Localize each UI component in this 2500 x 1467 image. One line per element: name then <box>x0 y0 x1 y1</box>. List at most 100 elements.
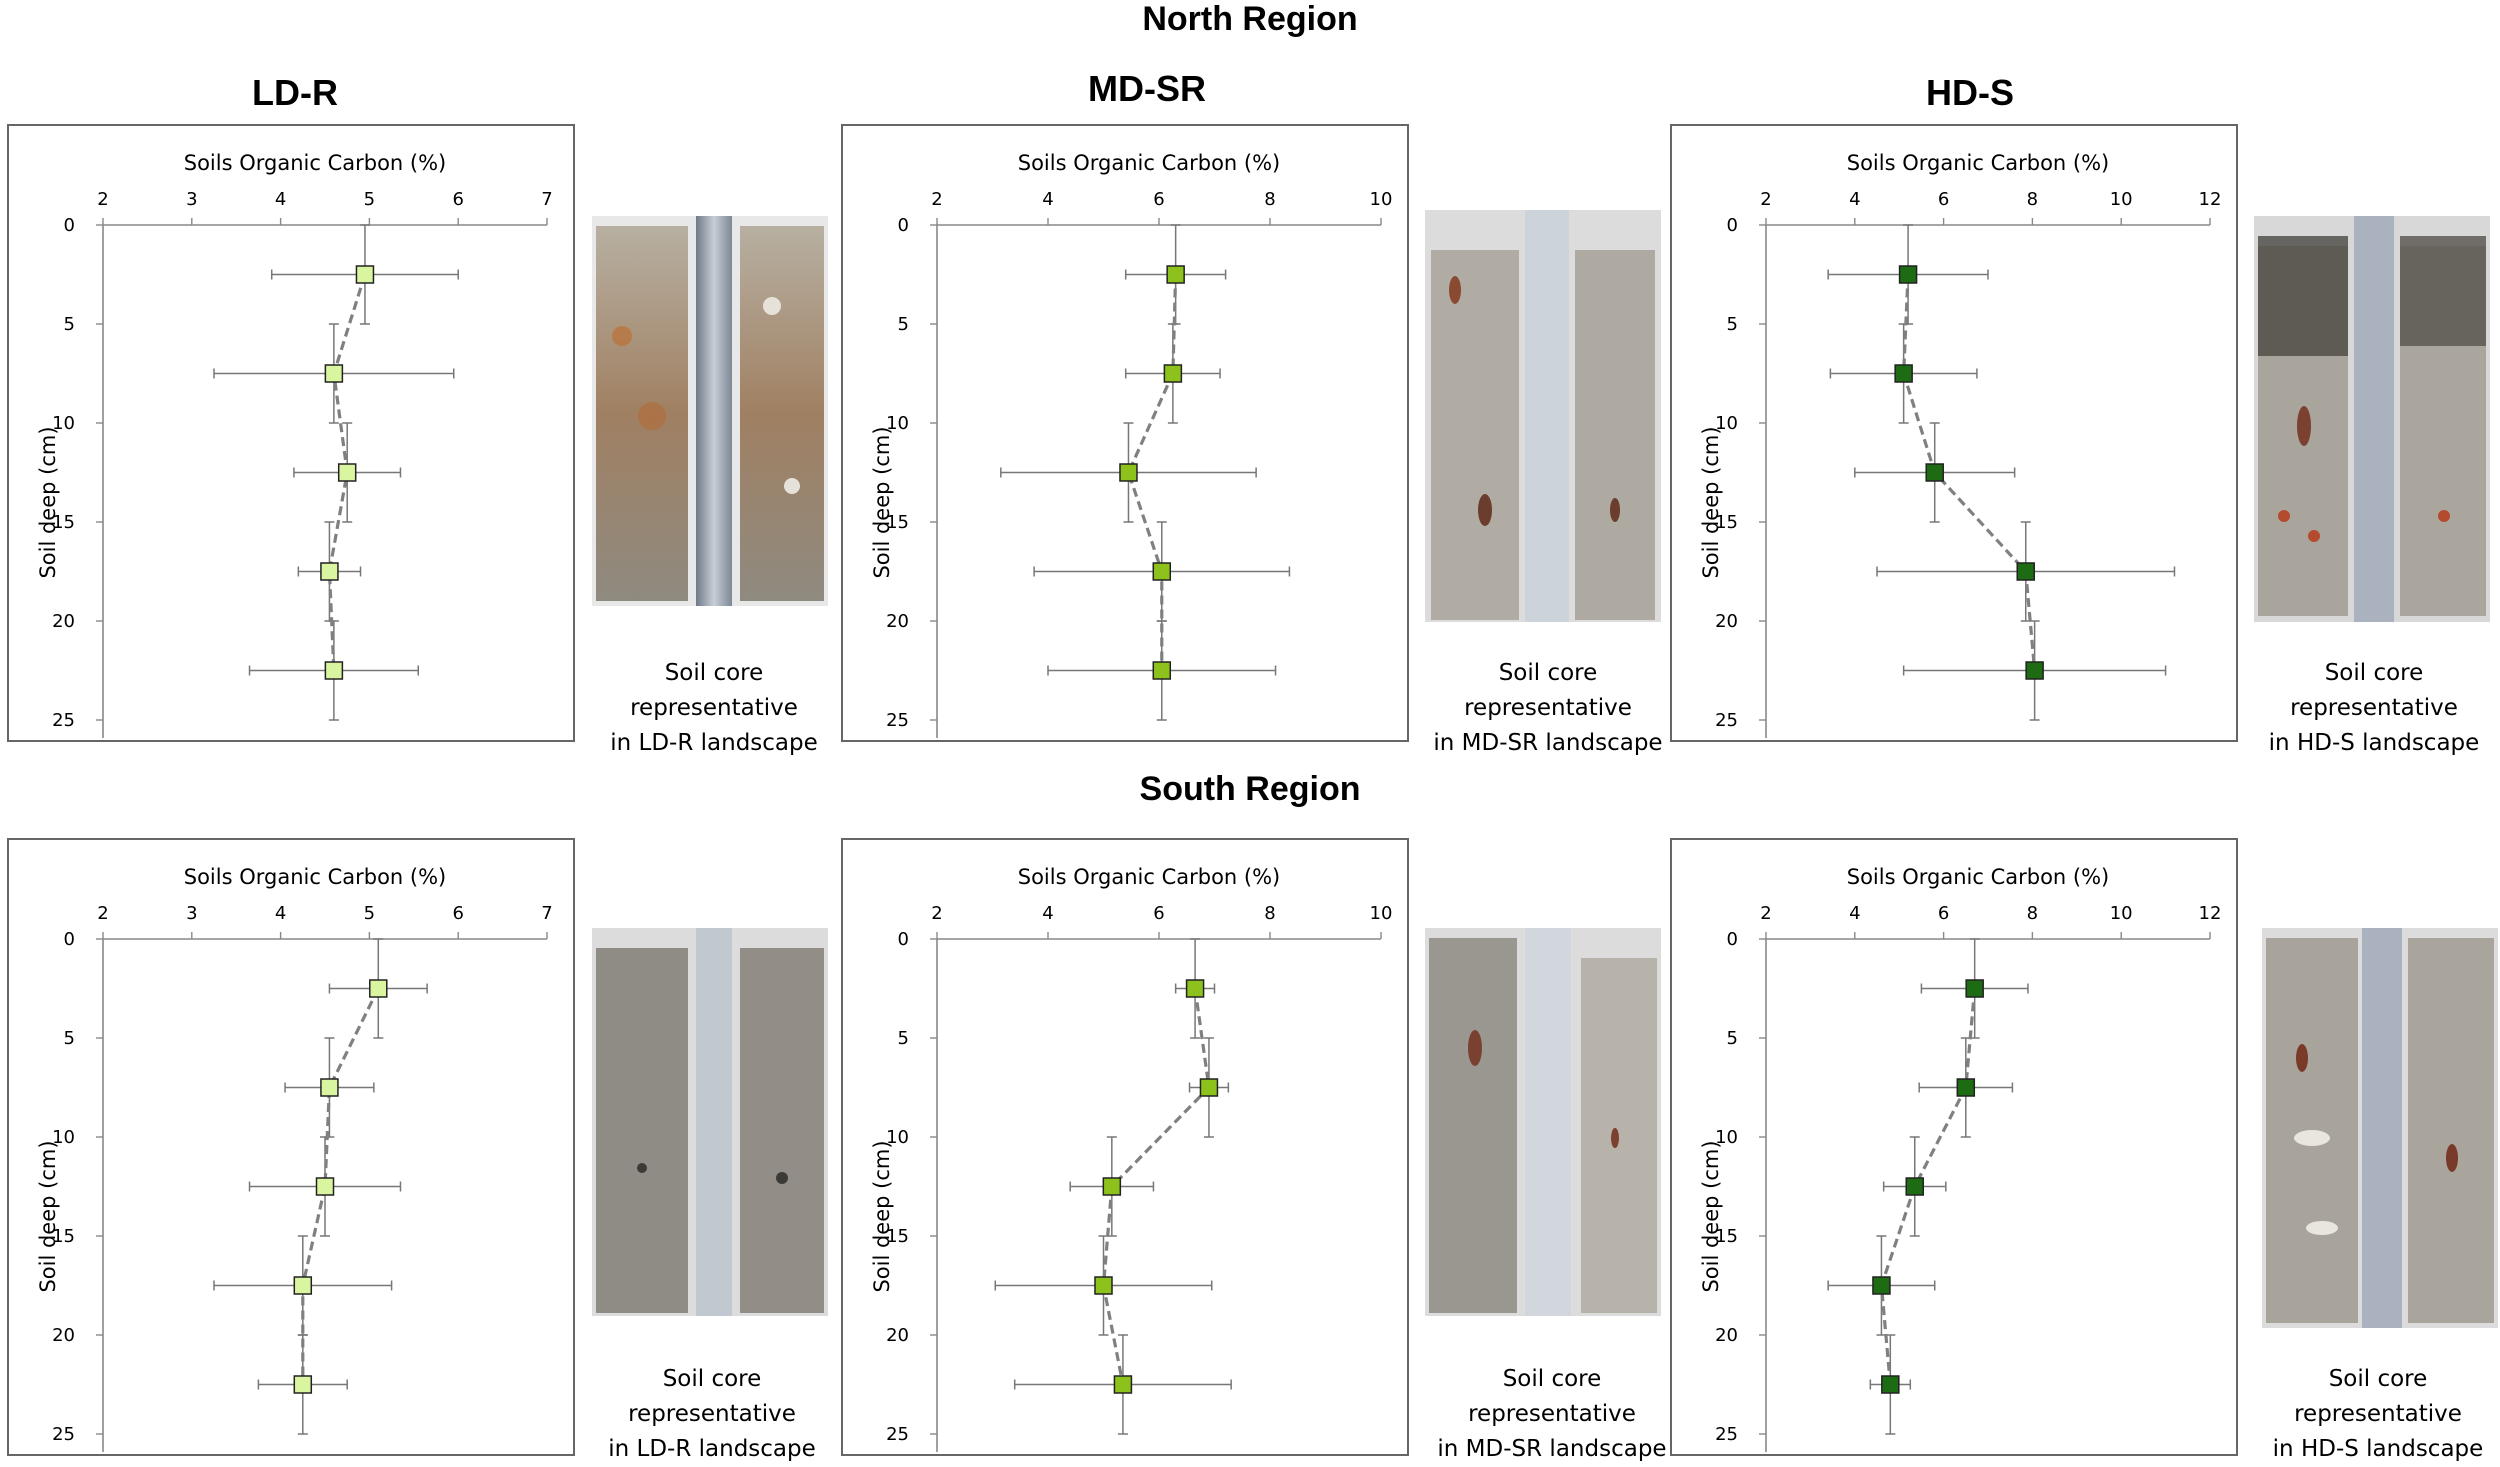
north-md-sr-x-tick-label: 4 <box>1042 189 1053 210</box>
north-ld-r-x-tick-label: 5 <box>364 189 375 210</box>
south-ld-r-data-point <box>320 1078 339 1097</box>
caption-south-ld-r: Soil core representative in LD-R landsca… <box>608 1366 816 1462</box>
caption-south-md-sr: Soil core representative in MD-SR landsc… <box>1437 1366 1667 1462</box>
north-region-title: North Region <box>1142 0 1358 38</box>
south-ld-r-x-tick-label: 7 <box>541 903 552 924</box>
north-md-sr-series-line <box>1126 274 1178 671</box>
south-hd-s-data-point <box>1872 1276 1891 1295</box>
caption-north-ld-r: Soil core representative in LD-R landsca… <box>610 660 818 756</box>
north-ld-r-y-tick-label: 0 <box>64 215 75 236</box>
north-hd-s-x-tick-label: 8 <box>2027 189 2038 210</box>
chart-north-md-sr: Soils Organic Carbon (%) Soil deep (cm) 2 4… <box>841 124 1409 742</box>
north-md-sr-data-point <box>1152 562 1172 581</box>
south-ld-r-x-tick-label: 2 <box>97 903 108 924</box>
south-ld-r-y-tick-label: 15 <box>52 1226 75 1247</box>
north-ld-r-data-point <box>320 562 339 581</box>
north-hd-s-y-tick-label: 15 <box>1715 512 1738 533</box>
north-hd-s-data-point <box>2025 661 2044 680</box>
south-hd-s-y-axis-label: Soil deep (cm) <box>1699 1140 1723 1292</box>
north-hd-s-data-point <box>1894 364 1913 383</box>
north-ld-r-y-tick-label: 20 <box>52 611 75 632</box>
north-hd-s-y-axis-label: Soil deep (cm) <box>1699 426 1723 578</box>
chart-svg-north-hd-s: Soils Organic Carbon (%) Soil deep (cm) 2 4… <box>1699 151 2222 738</box>
caption-south-hd-s: Soil core representative in HD-S landsca… <box>2272 1366 2484 1462</box>
south-md-sr-y-tick-label: 25 <box>886 1424 909 1445</box>
south-md-sr-data-point <box>1199 1078 1219 1097</box>
caption-north-md-sr: Soil core representative in MD-SR landsc… <box>1433 660 1663 756</box>
north-hd-s-x-axis-label: Soils Organic Carbon (%) <box>1847 151 2110 175</box>
south-md-sr-y-tick-label: 0 <box>898 929 909 950</box>
south-hd-s-y-tick-label: 10 <box>1715 1127 1738 1148</box>
south-hd-s-x-axis-label: Soils Organic Carbon (%) <box>1847 865 2110 889</box>
south-md-sr-x-tick-label: 6 <box>1153 903 1164 924</box>
north-md-sr-y-tick-label: 20 <box>886 611 909 632</box>
south-hd-s-y-tick-label: 5 <box>1727 1028 1738 1049</box>
chart-svg-south-ld-r: Soils Organic Carbon (%) Soil deep (cm) 2 3… <box>36 865 553 1452</box>
north-hd-s-x-tick-label: 12 <box>2199 189 2222 210</box>
north-md-sr-x-axis-label: Soils Organic Carbon (%) <box>1018 151 1281 175</box>
north-hd-s-y-tick-label: 20 <box>1715 611 1738 632</box>
south-md-sr-x-tick-label: 4 <box>1042 903 1053 924</box>
south-hd-s-data-point <box>1881 1375 1900 1394</box>
north-ld-r-y-tick-label: 15 <box>52 512 75 533</box>
column-title-hd-s: HD-S <box>1926 72 2014 113</box>
north-ld-r-y-axis-label: Soil deep (cm) <box>36 426 60 578</box>
south-ld-r-y-tick-label: 0 <box>64 929 75 950</box>
south-hd-s-x-tick-label: 2 <box>1760 903 1771 924</box>
north-ld-r-data-point <box>337 463 357 482</box>
north-hd-s-y-tick-label: 25 <box>1715 710 1738 731</box>
south-ld-r-x-tick-label: 5 <box>364 903 375 924</box>
north-ld-r-y-tick-label: 5 <box>64 314 75 335</box>
north-ld-r-x-tick-label: 6 <box>452 189 463 210</box>
south-hd-s-y-tick-label: 0 <box>1727 929 1738 950</box>
north-ld-r-y-tick-label: 25 <box>52 710 75 731</box>
south-hd-s-y-tick-label: 15 <box>1715 1226 1738 1247</box>
north-hd-s-y-tick-label: 10 <box>1715 413 1738 434</box>
south-hd-s-x-tick-label: 4 <box>1849 903 1860 924</box>
south-md-sr-x-axis-label: Soils Organic Carbon (%) <box>1018 865 1281 889</box>
north-hd-s-x-tick-label: 10 <box>2110 189 2133 210</box>
south-md-sr-data-point <box>1113 1375 1133 1394</box>
soil-core-photo-north-md-sr <box>1425 210 1661 622</box>
north-hd-s-data-point <box>1898 265 1918 284</box>
caption-north-hd-s: Soil core representative in HD-S landsca… <box>2268 660 2480 756</box>
chart-north-ld-r: Soils Organic Carbon (%) Soil deep (cm) 2 3… <box>7 124 575 742</box>
south-hd-s-data-point <box>1905 1177 1924 1196</box>
north-hd-s-y-tick-label: 0 <box>1727 215 1738 236</box>
north-md-sr-y-tick-label: 10 <box>886 413 909 434</box>
south-ld-r-x-tick-label: 4 <box>275 903 286 924</box>
soil-core-photo-south-md-sr <box>1425 928 1661 1316</box>
north-md-sr-y-tick-label: 0 <box>898 215 909 236</box>
column-title-ld-r: LD-R <box>252 72 338 113</box>
north-ld-r-data-point <box>324 364 344 383</box>
north-md-sr-y-axis-label: Soil deep (cm) <box>870 426 894 578</box>
south-md-sr-data-point <box>1094 1276 1113 1295</box>
north-md-sr-data-point <box>1163 364 1183 383</box>
south-ld-r-y-axis-label: Soil deep (cm) <box>36 1140 60 1292</box>
north-ld-r-x-tick-label: 3 <box>186 189 197 210</box>
south-hd-s-data-point <box>1956 1078 1976 1097</box>
north-ld-r-x-tick-label: 7 <box>541 189 552 210</box>
chart-svg-north-ld-r: Soils Organic Carbon (%) Soil deep (cm) 2 3… <box>36 151 553 738</box>
north-md-sr-y-tick-label: 5 <box>898 314 909 335</box>
north-hd-s-x-tick-label: 6 <box>1938 189 1949 210</box>
south-md-sr-data-point <box>1102 1177 1122 1196</box>
north-ld-r-x-tick-label: 4 <box>275 189 286 210</box>
south-region-title: South Region <box>1139 770 1361 808</box>
north-md-sr-x-tick-label: 6 <box>1153 189 1164 210</box>
south-hd-s-y-tick-label: 25 <box>1715 1424 1738 1445</box>
south-md-sr-y-tick-label: 5 <box>898 1028 909 1049</box>
north-hd-s-data-point <box>1925 463 1944 482</box>
north-hd-s-data-point <box>2016 562 2035 581</box>
column-title-md-sr: MD-SR <box>1088 68 1206 109</box>
north-md-sr-data-point <box>1166 265 1185 284</box>
chart-svg-south-md-sr: Soils Organic Carbon (%) Soil deep (cm) 2 4… <box>870 865 1393 1452</box>
south-hd-s-data-point <box>1965 979 1984 998</box>
south-hd-s-x-tick-label: 8 <box>2027 903 2038 924</box>
north-md-sr-data-point <box>1119 463 1138 482</box>
north-ld-r-x-axis-label: Soils Organic Carbon (%) <box>184 151 447 175</box>
south-ld-r-x-tick-label: 6 <box>452 903 463 924</box>
soil-core-photo-north-ld-r <box>592 216 828 606</box>
south-ld-r-y-tick-label: 25 <box>52 1424 75 1445</box>
south-md-sr-x-tick-label: 10 <box>1370 903 1393 924</box>
